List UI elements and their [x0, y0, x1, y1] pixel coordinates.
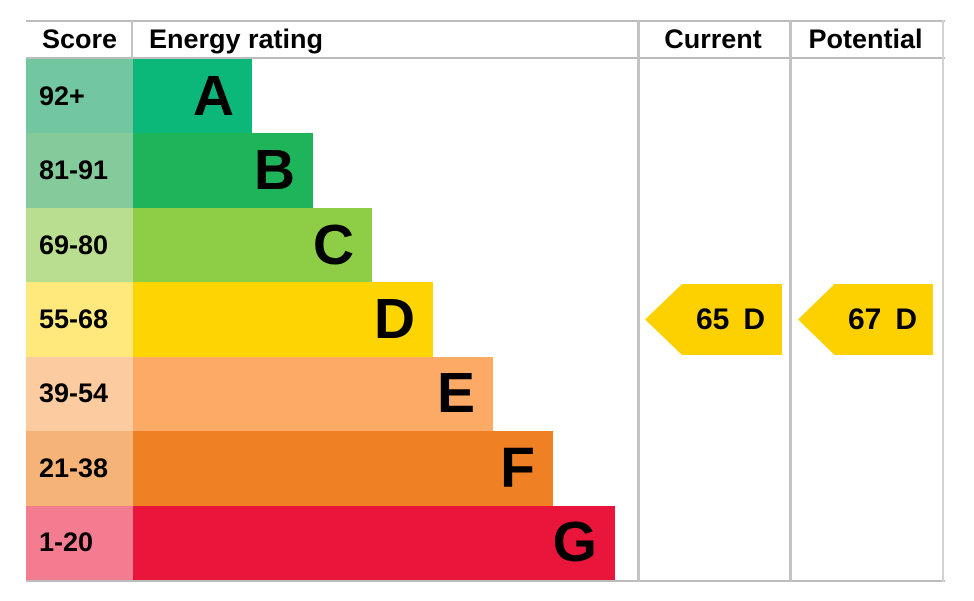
band-row-a: 92+ A: [26, 59, 945, 134]
band-row-f: 21-38 F: [26, 431, 945, 506]
band-bar: D: [133, 282, 433, 357]
potential-column-header: Potential: [808, 24, 923, 54]
band-bar: B: [133, 133, 313, 208]
energy-rating-column-header: Energy rating: [149, 24, 324, 54]
current-column-header: Current: [664, 24, 762, 54]
band-score-range: 21-38: [26, 431, 133, 506]
band-rows: 92+ A 81-91 B 69-80 C 55-68 D 39-54 E 21…: [26, 59, 945, 580]
band-score-range: 92+: [26, 59, 133, 134]
band-bar: A: [133, 59, 252, 134]
band-bar: E: [133, 356, 493, 432]
band-score-range: 81-91: [26, 133, 133, 208]
band-row-b: 81-91 B: [26, 133, 945, 208]
current-column-divider: [637, 20, 640, 582]
band-row-g: 1-20 G: [26, 505, 945, 580]
score-column-divider: [131, 20, 133, 59]
band-score-range: 69-80: [26, 207, 133, 283]
current-score-value: 65: [695, 302, 730, 336]
band-bar: C: [133, 207, 372, 283]
score-column-header: Score: [41, 24, 118, 54]
band-row-c: 69-80 C: [26, 207, 945, 283]
table-bottom-border: [26, 580, 945, 582]
potential-column-divider: [789, 20, 792, 582]
header-bottom-border: [26, 57, 945, 59]
table-top-border: [26, 20, 945, 22]
band-row-d: 55-68 D: [26, 282, 945, 357]
band-score-range: 55-68: [26, 282, 133, 357]
band-bar: F: [133, 431, 553, 506]
potential-band-letter: D: [895, 302, 918, 336]
band-score-range: 1-20: [26, 505, 133, 580]
band-score-range: 39-54: [26, 356, 133, 432]
epc-table: Score Energy rating Current Potential 92…: [26, 20, 945, 582]
band-row-e: 39-54 E: [26, 356, 945, 432]
band-bar: G: [133, 505, 615, 580]
current-band-letter: D: [743, 302, 766, 336]
table-right-border: [942, 20, 944, 582]
potential-score-value: 67: [847, 302, 882, 336]
